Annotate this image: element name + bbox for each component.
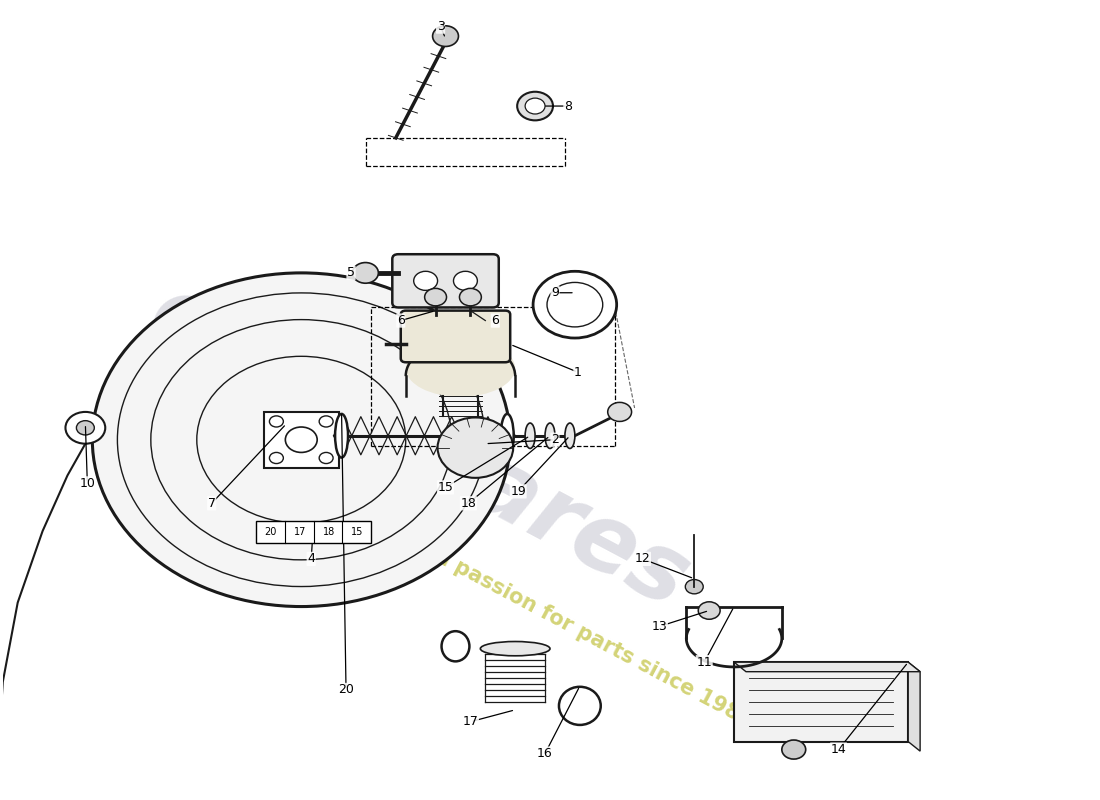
Ellipse shape <box>441 631 470 662</box>
Text: 3: 3 <box>437 20 444 33</box>
Circle shape <box>607 402 631 422</box>
Text: 7: 7 <box>208 497 216 510</box>
Circle shape <box>414 271 438 290</box>
Circle shape <box>270 453 284 463</box>
Polygon shape <box>909 662 920 751</box>
Text: 15: 15 <box>438 481 453 494</box>
Circle shape <box>425 288 447 306</box>
Text: 20: 20 <box>338 683 354 697</box>
Circle shape <box>319 416 333 427</box>
Circle shape <box>270 416 284 427</box>
FancyBboxPatch shape <box>400 310 510 362</box>
Text: eurospares: eurospares <box>133 266 704 629</box>
Circle shape <box>438 418 514 478</box>
Circle shape <box>76 421 95 435</box>
Circle shape <box>352 262 378 283</box>
Circle shape <box>517 92 553 120</box>
Text: 4: 4 <box>307 552 315 566</box>
Text: a passion for parts since 1985: a passion for parts since 1985 <box>432 546 756 730</box>
Text: 13: 13 <box>651 620 668 633</box>
FancyBboxPatch shape <box>393 254 498 307</box>
Text: 6: 6 <box>492 314 499 327</box>
Circle shape <box>92 273 510 606</box>
Text: 19: 19 <box>510 485 526 498</box>
FancyBboxPatch shape <box>256 521 371 543</box>
Circle shape <box>285 427 317 453</box>
Circle shape <box>534 271 617 338</box>
Ellipse shape <box>336 414 348 458</box>
Text: 20: 20 <box>265 527 277 537</box>
Ellipse shape <box>500 414 514 458</box>
Circle shape <box>432 26 459 46</box>
Circle shape <box>460 288 482 306</box>
Circle shape <box>453 271 477 290</box>
Text: 15: 15 <box>351 527 364 537</box>
Ellipse shape <box>481 642 550 656</box>
Ellipse shape <box>406 340 515 397</box>
Text: 10: 10 <box>79 477 96 490</box>
Ellipse shape <box>544 423 556 449</box>
Circle shape <box>782 740 805 759</box>
Text: 11: 11 <box>696 656 712 669</box>
Text: 6: 6 <box>397 314 405 327</box>
Ellipse shape <box>565 423 575 449</box>
Polygon shape <box>734 662 920 672</box>
Text: 14: 14 <box>830 743 846 756</box>
Text: 8: 8 <box>564 99 572 113</box>
Circle shape <box>319 453 333 463</box>
Text: 17: 17 <box>462 715 478 728</box>
Text: 12: 12 <box>635 552 650 566</box>
Circle shape <box>66 412 106 444</box>
Text: 9: 9 <box>551 286 559 299</box>
FancyBboxPatch shape <box>264 412 339 467</box>
Ellipse shape <box>525 423 535 449</box>
Circle shape <box>525 98 544 114</box>
Circle shape <box>685 579 703 594</box>
Polygon shape <box>734 662 909 742</box>
Ellipse shape <box>559 686 601 725</box>
Text: 18: 18 <box>322 527 334 537</box>
Circle shape <box>698 602 720 619</box>
Text: 5: 5 <box>346 266 355 279</box>
Text: 18: 18 <box>461 497 476 510</box>
Text: 1: 1 <box>574 366 582 378</box>
Text: 16: 16 <box>537 747 553 760</box>
Text: 2: 2 <box>551 434 559 446</box>
Text: 17: 17 <box>294 527 306 537</box>
